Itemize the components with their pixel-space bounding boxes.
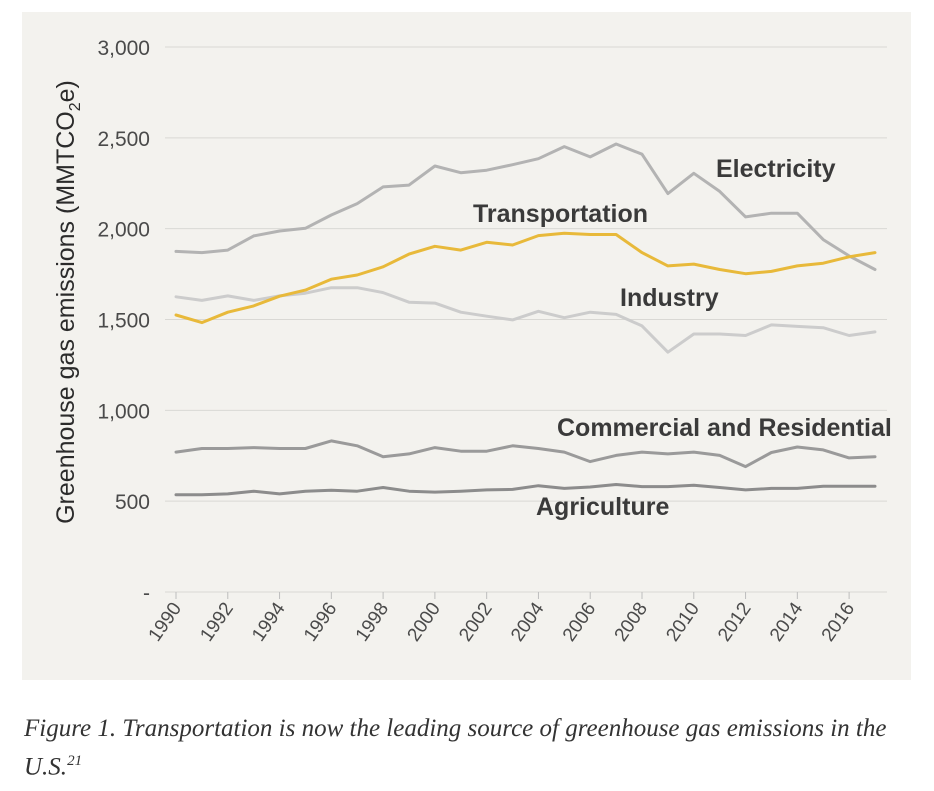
series-labels: Electricity Transportation Industry Commerc… [473, 155, 892, 521]
series-label-transportation: Transportation [473, 200, 648, 228]
figure-caption: Figure 1. Transportation is now the lead… [24, 712, 904, 783]
x-tick-label: 1990 [145, 599, 186, 646]
x-tick-label: 2002 [455, 599, 496, 646]
x-tick-label: 2012 [714, 599, 755, 646]
y-tick-label: 1,000 [97, 400, 150, 423]
x-axis-ticks: 1990 1992 1994 1996 1998 2000 2002 2004 2006 2008… [145, 592, 859, 646]
y-tick-label: 500 [115, 491, 150, 514]
x-tick-label: 1996 [300, 599, 341, 646]
series-label-electricity: Electricity [716, 155, 836, 183]
y-tick-label: 2,500 [97, 128, 150, 151]
caption-text: Figure 1. Transportation is now the lead… [24, 715, 887, 781]
x-tick-label: 2014 [766, 598, 808, 645]
caption-reference: 21 [67, 753, 83, 769]
x-tick-label: 1992 [196, 599, 237, 646]
y-tick-label: - [143, 582, 150, 605]
y-tick-label: 1,500 [97, 310, 150, 333]
y-axis-title: Greenhouse gas emissions (MMTCO2e) [52, 80, 84, 524]
y-axis-ticks: - 500 1,000 1,500 2,000 2,500 3,000 [97, 37, 150, 605]
series-label-agriculture: Agriculture [536, 493, 669, 521]
chart-panel: -500 1,000 1,500 2,000 2,500 3,000 1990 1992 19… [22, 12, 911, 680]
y-tick-label: 3,000 [97, 37, 150, 60]
x-tick-label: 1998 [352, 599, 393, 646]
x-tick-label: 2010 [662, 599, 703, 646]
series-line-agriculture [174, 483, 877, 497]
series-lines [174, 142, 877, 497]
series-line-commercial-and-residential [174, 439, 877, 469]
x-tick-label: 2008 [611, 599, 652, 646]
series-line-electricity [174, 142, 877, 271]
gridlines [165, 46, 887, 593]
y-tick-label: 2,000 [97, 219, 150, 242]
series-label-commercial-and-residential: Commercial and Residential [557, 414, 892, 442]
x-tick-label: 2004 [507, 598, 549, 645]
series-line-transportation [174, 231, 877, 325]
x-tick-label: 2000 [404, 599, 445, 646]
x-tick-label: 2006 [559, 599, 600, 646]
x-tick-label: 2016 [818, 599, 859, 646]
x-tick-label: 1994 [248, 598, 290, 645]
series-label-industry: Industry [620, 284, 719, 312]
